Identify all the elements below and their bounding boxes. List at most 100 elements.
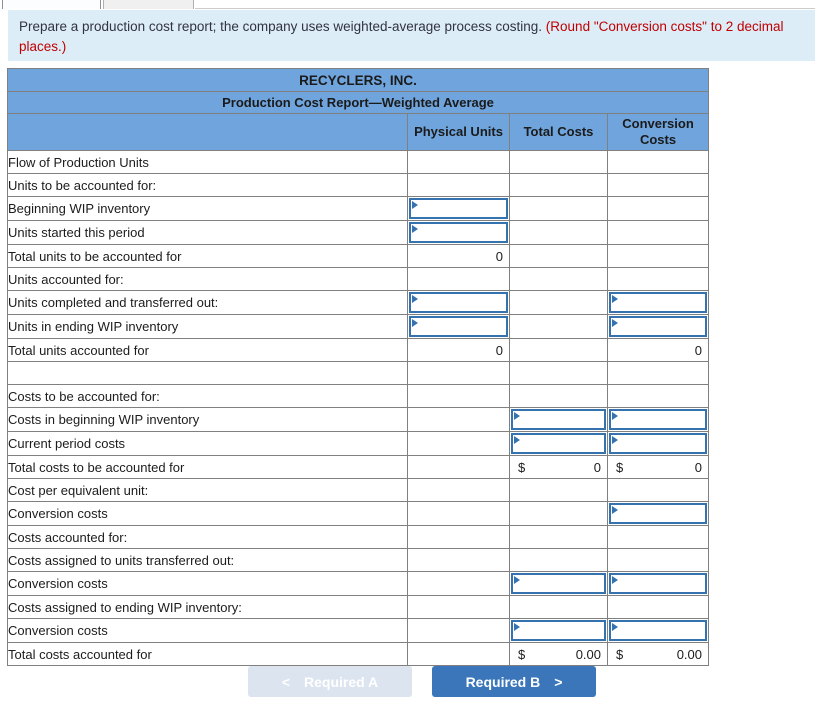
cell-marker-icon <box>612 319 618 327</box>
ending-wip-conversion-input[interactable] <box>609 316 708 337</box>
row-label: Costs assigned to units transferred out: <box>7 548 408 572</box>
ending-wip-conversion-costs-input[interactable] <box>609 620 708 641</box>
row-label: Current period costs <box>7 431 408 456</box>
current-period-conversion-costs-input[interactable] <box>609 433 708 454</box>
cell-marker-icon <box>612 412 618 420</box>
cell-marker-icon <box>412 225 418 233</box>
row-label: Costs accounted for: <box>7 525 408 549</box>
cell-marker-icon <box>412 201 418 209</box>
production-cost-report-table: RECYCLERS, INC. Production Cost Report—W… <box>6 68 710 666</box>
table-row: Costs accounted for: <box>7 525 710 549</box>
row-label: Units accounted for: <box>7 267 408 291</box>
tab-partial-active[interactable] <box>2 0 101 9</box>
chevron-left-icon: < <box>281 673 291 690</box>
row-label: Conversion costs <box>7 501 408 526</box>
total-costs-accounted-cc-value: 0.00 <box>676 646 703 662</box>
row-label: Total units accounted for <box>7 338 408 362</box>
chevron-right-icon: > <box>554 673 563 690</box>
row-label: Total units to be accounted for <box>7 244 408 268</box>
row-label: Conversion costs <box>7 571 408 596</box>
currency-symbol: $ <box>616 646 624 662</box>
row-label: Units to be accounted for: <box>7 173 408 197</box>
row-label: Cost per equivalent unit: <box>7 478 408 502</box>
table-row: Total units to be accounted for 0 <box>7 244 710 268</box>
cell-marker-icon <box>514 412 520 420</box>
required-b-button[interactable]: Required B > <box>432 666 596 697</box>
beginning-wip-conversion-costs-input[interactable] <box>609 409 708 430</box>
row-label <box>7 361 408 385</box>
column-header-total-costs: Total Costs <box>509 113 608 151</box>
instruction-text: Prepare a production cost report; the co… <box>19 19 546 34</box>
row-label: Total costs to be accounted for <box>7 455 408 479</box>
currency-symbol: $ <box>616 459 624 475</box>
beginning-wip-total-costs-input[interactable] <box>511 409 606 430</box>
table-row: Units to be accounted for: <box>7 173 710 197</box>
report-subtitle: Production Cost Report—Weighted Average <box>6 91 710 114</box>
ending-wip-conversion-total-costs-input[interactable] <box>511 620 606 641</box>
row-label: Conversion costs <box>7 618 408 643</box>
beginning-wip-units-input[interactable] <box>409 198 508 219</box>
required-a-button[interactable]: < Required A <box>248 666 412 697</box>
row-label: Units in ending WIP inventory <box>7 314 408 339</box>
column-header-physical-units: Physical Units <box>407 113 510 151</box>
table-row: Costs to be accounted for: <box>7 384 710 408</box>
table-row: Conversion costs <box>7 618 710 643</box>
cell-marker-icon <box>514 436 520 444</box>
column-header-blank <box>7 113 408 151</box>
cell-marker-icon <box>612 295 618 303</box>
table-row: Units completed and transferred out: <box>7 290 710 315</box>
table-row: Cost per equivalent unit: <box>7 478 710 502</box>
table-row: Total units accounted for 0 0 <box>7 338 710 362</box>
row-label: Costs to be accounted for: <box>7 384 408 408</box>
total-costs-accounted-tc-value: 0.00 <box>575 646 601 662</box>
current-period-total-costs-input[interactable] <box>511 433 606 454</box>
row-label: Units completed and transferred out: <box>7 290 408 315</box>
table-row: Units started this period <box>7 220 710 245</box>
row-label: Costs in beginning WIP inventory <box>7 407 408 432</box>
table-row: Conversion costs <box>7 571 710 596</box>
required-a-label: Required A <box>304 673 379 690</box>
table-row: Total costs to be accounted for $0 $0 <box>7 455 710 479</box>
cell-marker-icon <box>612 506 618 514</box>
total-units-to-account-value: 0 <box>495 248 503 264</box>
row-label: Flow of Production Units <box>7 150 408 174</box>
table-row: Units accounted for: <box>7 267 710 291</box>
report-title: RECYCLERS, INC. <box>6 68 710 92</box>
column-header-conversion-costs: Conversion Costs <box>606 113 710 151</box>
row-label: Beginning WIP inventory <box>7 196 408 221</box>
required-b-label: Required B <box>465 673 541 690</box>
cell-marker-icon <box>514 576 520 584</box>
units-transferred-out-units-input[interactable] <box>409 292 508 313</box>
currency-symbol: $ <box>518 646 526 662</box>
table-row: Costs assigned to units transferred out: <box>7 548 710 572</box>
cell-marker-icon <box>412 319 418 327</box>
table-row: Flow of Production Units <box>7 150 710 174</box>
cell-marker-icon <box>612 576 618 584</box>
total-units-accounted-pu-value: 0 <box>495 342 503 358</box>
units-started-input[interactable] <box>409 222 508 243</box>
cell-marker-icon <box>612 623 618 631</box>
transferred-out-conversion-costs-input[interactable] <box>609 573 708 594</box>
tab-bar-divider <box>195 8 815 9</box>
cell-marker-icon <box>412 295 418 303</box>
tab-partial-inactive[interactable] <box>103 0 194 9</box>
cell-marker-icon <box>612 436 618 444</box>
cost-per-equivalent-unit-conversion-input[interactable] <box>609 503 708 524</box>
top-tab-bar <box>0 0 815 9</box>
cell-marker-icon <box>514 623 520 631</box>
instruction-rounding-note: (Round "Conversion costs" to 2 decimal p… <box>19 19 784 55</box>
total-costs-to-account-tc-value: 0 <box>593 459 601 475</box>
table-row: Costs assigned to ending WIP inventory: <box>7 595 710 619</box>
table-row: Beginning WIP inventory <box>7 196 710 221</box>
transferred-out-conversion-total-costs-input[interactable] <box>511 573 606 594</box>
units-transferred-out-conversion-input[interactable] <box>609 292 708 313</box>
currency-symbol: $ <box>518 459 526 475</box>
ending-wip-units-input[interactable] <box>409 316 508 337</box>
table-row <box>7 361 710 385</box>
row-label: Total costs accounted for <box>7 642 408 666</box>
table-row: Costs in beginning WIP inventory <box>7 407 710 432</box>
row-label: Costs assigned to ending WIP inventory: <box>7 595 408 619</box>
total-units-accounted-cc-value: 0 <box>694 342 703 358</box>
table-row: Units in ending WIP inventory <box>7 314 710 339</box>
total-costs-to-account-cc-value: 0 <box>694 459 703 475</box>
